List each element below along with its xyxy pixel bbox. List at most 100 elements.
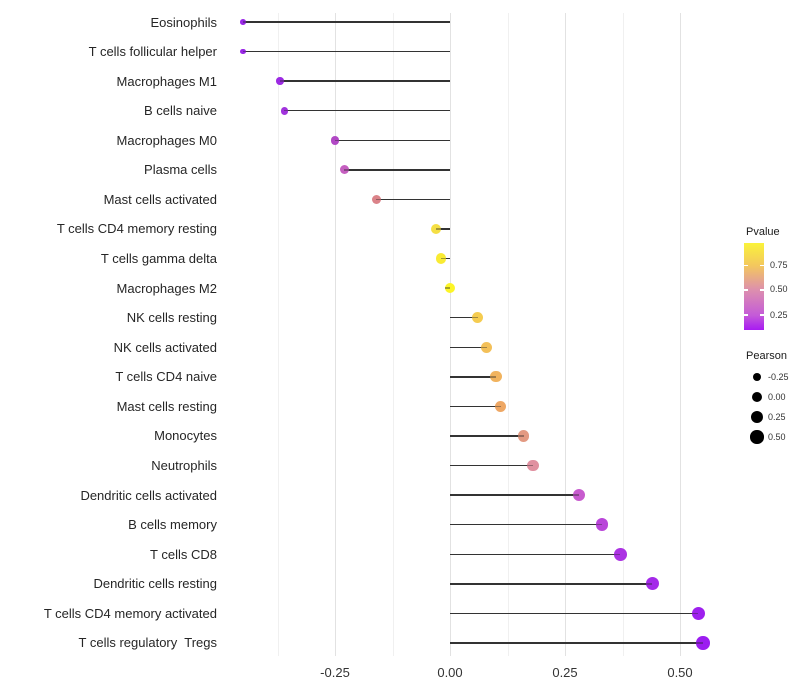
lollipop-stem	[450, 642, 703, 644]
pvalue-colorbar-tick	[760, 264, 764, 267]
lollipop-stem	[335, 139, 450, 141]
pvalue-tick-label: 0.25	[770, 309, 788, 320]
lollipop-stem	[450, 376, 496, 378]
lollipop-stem-overlap	[279, 80, 284, 82]
lollipop-dot	[444, 282, 456, 294]
lollipop-stem-overlap	[517, 435, 524, 437]
lollipop-dot	[613, 547, 627, 561]
pvalue-colorbar	[744, 243, 764, 330]
y-axis-label: Macrophages M2	[116, 280, 217, 296]
gridline-minor	[277, 13, 279, 656]
lollipop-stem	[284, 110, 450, 112]
y-axis-label: Dendritic cells activated	[80, 487, 217, 503]
pearson-legend-label: -0.25	[768, 371, 789, 382]
pvalue-colorbar-tick	[760, 289, 764, 291]
lollipop-dot	[645, 577, 659, 591]
pearson-legend-label: 0.50	[768, 431, 786, 442]
y-axis-label: T cells CD4 memory resting	[56, 221, 217, 237]
lollipop-stem-overlap	[613, 553, 621, 555]
y-axis-label: Dendritic cells resting	[93, 576, 217, 592]
lollipop-stem-overlap	[472, 317, 478, 319]
y-axis-label: NK cells activated	[113, 339, 217, 355]
pvalue-tick-label: 0.50	[770, 284, 788, 295]
y-axis-label: Neutrophils	[151, 458, 217, 474]
lollipop-dot	[572, 489, 585, 502]
lollipop-dot	[240, 48, 246, 55]
lollipop-stem	[279, 80, 450, 82]
pearson-legend-dot	[751, 391, 763, 403]
gridline-major	[565, 13, 566, 656]
lollipop-stem	[450, 494, 579, 496]
x-axis-tick-label: 0.25	[552, 665, 578, 680]
gridline-minor	[507, 13, 509, 656]
y-axis-label: T cells regulatory Tregs	[78, 635, 217, 651]
y-axis-label: T cells CD8	[150, 546, 217, 562]
y-axis-label: Macrophages M0	[116, 132, 217, 148]
pearson-legend-dot	[752, 372, 762, 382]
y-axis-label: Eosinophils	[150, 14, 218, 30]
lollipop-stem-overlap	[526, 464, 533, 467]
lollipop-stem-overlap	[490, 376, 496, 378]
lollipop-stem	[450, 524, 602, 526]
gridline-major	[680, 13, 681, 656]
lollipop-stem-overlap	[243, 21, 246, 23]
y-axis-label: T cells CD4 memory activated	[43, 605, 217, 621]
lollipop-stem-overlap	[444, 287, 450, 289]
lollipop-dot	[595, 518, 609, 531]
lollipop-dot	[526, 459, 539, 472]
gridline-major	[450, 13, 451, 656]
lollipop-dot	[280, 106, 289, 115]
x-axis-tick-label: 0.50	[667, 665, 693, 680]
lollipop-stem	[450, 553, 621, 555]
lollipop-stem	[436, 228, 450, 230]
lollipop-stem	[243, 21, 450, 23]
y-axis-label: Plasma cells	[144, 162, 217, 178]
y-axis-label: T cells CD4 naive	[115, 369, 217, 385]
lollipop-stem-overlap	[344, 169, 349, 171]
gridline-minor	[392, 13, 394, 656]
lollipop-stem-overlap	[243, 50, 246, 53]
lollipop-stem-overlap	[494, 405, 501, 408]
pearson-legend-dot	[750, 410, 764, 424]
lollipop-dot	[240, 19, 246, 25]
pvalue-colorbar-tick	[744, 264, 748, 267]
lollipop-stem	[450, 583, 653, 585]
lollipop-stem	[450, 346, 487, 348]
y-axis-label: Macrophages M1	[116, 73, 217, 89]
lollipop-stem	[344, 169, 450, 171]
y-axis-label: B cells naive	[144, 103, 217, 119]
lollipop-stem	[450, 612, 699, 615]
lollipop-dot	[430, 223, 442, 235]
lollipop-dot	[339, 165, 349, 175]
lollipop-dot	[696, 636, 710, 650]
pearson-legend-dot	[750, 430, 764, 444]
lollipop-dot	[472, 312, 484, 324]
x-axis-tick-label: -0.25	[320, 665, 350, 680]
y-axis-label: Mast cells resting	[116, 398, 217, 414]
lollipop-stem-overlap	[481, 346, 487, 348]
lollipop-stem	[450, 405, 501, 408]
lollipop-dot	[276, 77, 284, 85]
lollipop-dot	[330, 135, 340, 145]
lollipop-dot	[517, 430, 530, 442]
lollipop-stem-overlap	[376, 198, 382, 201]
lollipop-stem-overlap	[645, 583, 653, 585]
pvalue-tick-label: 0.75	[770, 260, 788, 271]
lollipop-dot	[435, 253, 447, 264]
pvalue-colorbar-tick	[744, 289, 748, 291]
legend-pearson-title: Pearson	[746, 350, 787, 362]
y-axis-label: Mast cells activated	[103, 191, 217, 207]
lollipop-stem-overlap	[572, 494, 579, 496]
lollipop-stem-overlap	[284, 110, 289, 112]
lollipop-stem-overlap	[436, 228, 442, 230]
lollipop-stem-overlap	[691, 612, 699, 615]
lollipop-stem-overlap	[440, 257, 447, 260]
pearson-legend-label: 0.00	[768, 391, 786, 402]
y-axis-label: T cells follicular helper	[88, 44, 217, 60]
pvalue-colorbar-tick	[760, 314, 764, 316]
lollipop-dot	[490, 371, 502, 383]
lollipop-stem	[450, 464, 533, 467]
lollipop-stem-overlap	[335, 139, 340, 141]
lollipop-stem-overlap	[595, 524, 602, 526]
